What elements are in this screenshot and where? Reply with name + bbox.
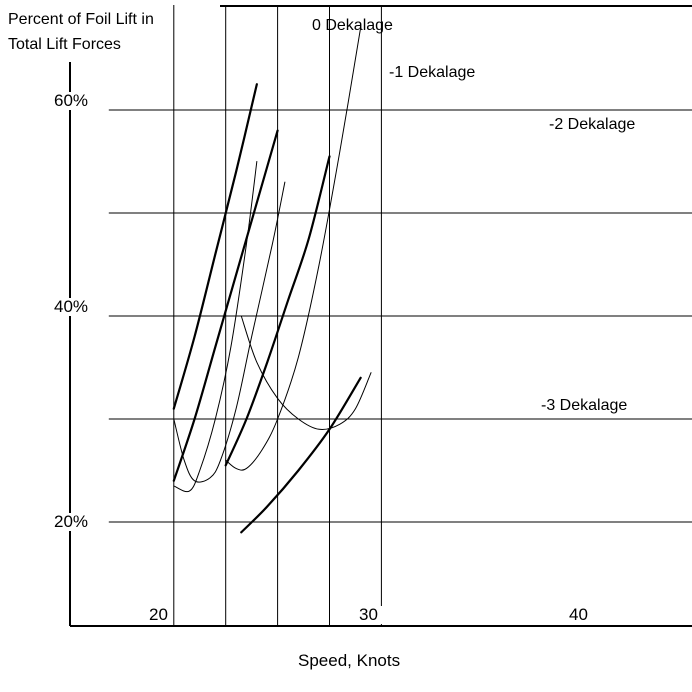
thin-curve-4 — [173, 161, 258, 493]
x-axis-title: Speed, Knots — [298, 651, 401, 670]
series-label-minus-3-dekalage: -3 Dekalage — [539, 397, 630, 415]
thin-curve-5 — [173, 181, 286, 483]
x-tick-label: 30 — [355, 606, 382, 624]
y-axis-title-line-2: Total Lift Forces — [8, 36, 121, 53]
x-tick-label: 20 — [145, 606, 172, 624]
series-line-0 — [172, 83, 258, 410]
series-label-minus-1-dekalage: -1 Dekalage — [389, 64, 476, 81]
y-tick-label: 40% — [52, 297, 91, 316]
series-line-3 — [240, 376, 362, 534]
series-line-1 — [172, 129, 279, 482]
y-tick-label: 60% — [52, 91, 91, 110]
series-label-minus-2-dekalage: -2 Dekalage — [549, 116, 636, 133]
x-tick-label: 40 — [565, 606, 592, 624]
thin-curve-7 — [240, 315, 372, 430]
y-tick-label: 20% — [52, 512, 91, 531]
series-line-2 — [224, 155, 331, 467]
series-label-0-dekalage: 0 Dekalage — [312, 17, 393, 34]
y-axis-title-line-1: Percent of Foil Lift in — [8, 11, 154, 28]
thin-curve-6 — [225, 27, 362, 471]
